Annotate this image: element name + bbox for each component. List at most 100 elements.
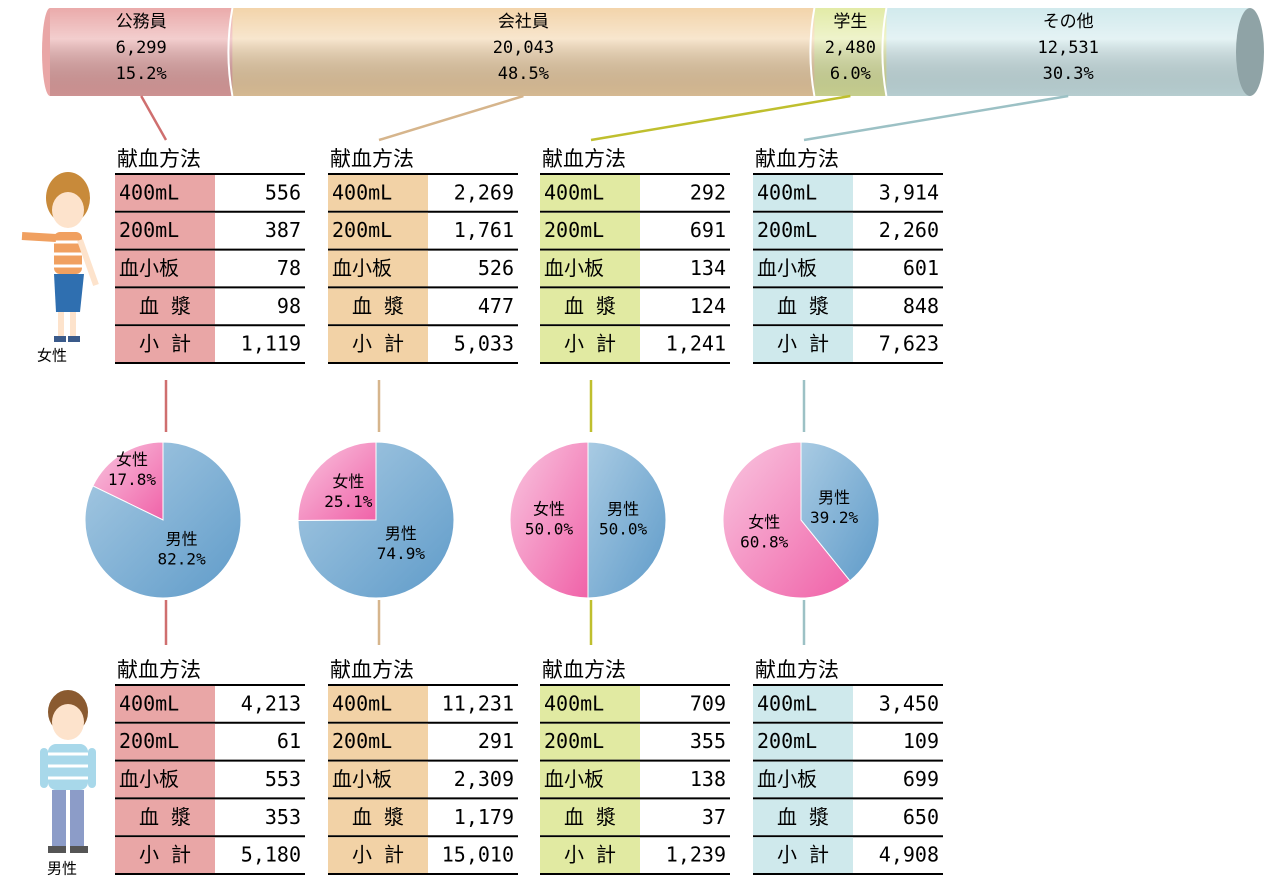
pie-male-share: 82.2%	[158, 549, 207, 568]
cell-value: 5,033	[454, 332, 514, 356]
row-label: 小 計	[352, 843, 404, 867]
segment-name: その他	[1043, 12, 1094, 32]
cell-value: 2,260	[879, 218, 939, 242]
cell-value: 3,914	[879, 180, 939, 204]
connector	[591, 96, 850, 140]
cell-value: 1,119	[241, 332, 301, 356]
table-title: 献血方法	[542, 658, 626, 682]
row-label: 200mL	[544, 218, 604, 242]
cell-value: 37	[702, 805, 726, 829]
segment-count: 6,299	[116, 38, 167, 58]
row-label: 小 計	[352, 332, 404, 356]
row-label: 血小板	[544, 767, 604, 791]
segment-share: 30.3%	[1043, 64, 1094, 84]
connector	[141, 96, 166, 140]
row-label: 400mL	[544, 180, 604, 204]
segment-count: 20,043	[493, 38, 554, 58]
cell-value: 98	[277, 294, 301, 318]
row-label: 200mL	[757, 729, 817, 753]
row-label: 200mL	[119, 729, 179, 753]
row-label: 血小板	[757, 256, 817, 280]
segment-share: 6.0%	[830, 64, 871, 84]
cell-value: 848	[903, 294, 939, 318]
cell-value: 3,450	[879, 691, 939, 715]
pie-male-name: 男性	[166, 529, 198, 548]
cell-value: 11,231	[442, 691, 514, 715]
pie-male-name: 男性	[385, 524, 417, 543]
table-title: 献血方法	[117, 658, 201, 682]
cell-value: 387	[265, 218, 301, 242]
cell-value: 124	[690, 294, 726, 318]
row-label: 血 漿	[564, 294, 616, 318]
pie-male-share: 50.0%	[599, 520, 648, 539]
cell-value: 61	[277, 729, 301, 753]
segment-count: 2,480	[825, 38, 876, 58]
pie-female-share: 60.8%	[740, 532, 789, 551]
infographic: 女性 男性 公務員6,29915.2%会社員20,04348.5%学生2,480…	[0, 0, 1267, 879]
row-label: 小 計	[564, 843, 616, 867]
cell-value: 1,239	[666, 843, 726, 867]
cell-value: 699	[903, 767, 939, 791]
pie-female-share: 25.1%	[324, 492, 373, 511]
pie-female-name: 女性	[332, 472, 364, 491]
row-label: 血小板	[332, 256, 392, 280]
row-label: 400mL	[757, 691, 817, 715]
cell-value: 2,269	[454, 180, 514, 204]
row-label: 血 漿	[352, 294, 404, 318]
row-label: 血 漿	[777, 294, 829, 318]
cell-value: 5,180	[241, 843, 301, 867]
pie-male-name: 男性	[818, 488, 850, 507]
pie-male-name: 男性	[607, 500, 639, 519]
row-label: 小 計	[777, 332, 829, 356]
cell-value: 691	[690, 218, 726, 242]
row-label: 400mL	[332, 691, 392, 715]
cell-value: 291	[478, 729, 514, 753]
row-label: 200mL	[332, 218, 392, 242]
row-label: 200mL	[544, 729, 604, 753]
row-label: 血小板	[757, 767, 817, 791]
segment-share: 15.2%	[116, 64, 167, 84]
segment-count: 12,531	[1037, 38, 1098, 58]
cell-value: 709	[690, 691, 726, 715]
row-label: 400mL	[544, 691, 604, 715]
row-label: 200mL	[332, 729, 392, 753]
table-title: 献血方法	[330, 658, 414, 682]
row-label: 血 漿	[564, 805, 616, 829]
bar-end	[1236, 8, 1264, 96]
segment-share: 48.5%	[498, 64, 549, 84]
cell-value: 1,241	[666, 332, 726, 356]
female-label: 女性	[37, 347, 67, 365]
cell-value: 292	[690, 180, 726, 204]
pie-male-share: 39.2%	[810, 508, 859, 527]
cell-value: 601	[903, 256, 939, 280]
row-label: 血 漿	[352, 805, 404, 829]
row-label: 小 計	[139, 332, 191, 356]
row-label: 小 計	[139, 843, 191, 867]
cell-value: 1,761	[454, 218, 514, 242]
cell-value: 353	[265, 805, 301, 829]
row-label: 血 漿	[139, 805, 191, 829]
cell-value: 1,179	[454, 805, 514, 829]
connector	[379, 96, 523, 140]
pie-female-name: 女性	[116, 450, 148, 469]
cell-value: 650	[903, 805, 939, 829]
pie-female-name: 女性	[748, 512, 780, 531]
cell-value: 553	[265, 767, 301, 791]
row-label: 血小板	[332, 767, 392, 791]
cell-value: 477	[478, 294, 514, 318]
cell-value: 109	[903, 729, 939, 753]
row-label: 小 計	[564, 332, 616, 356]
female-figure	[22, 172, 96, 342]
male-label: 男性	[47, 860, 77, 878]
cell-value: 355	[690, 729, 726, 753]
segment-name: 会社員	[498, 12, 549, 32]
row-label: 小 計	[777, 843, 829, 867]
cell-value: 526	[478, 256, 514, 280]
row-label: 血 漿	[777, 805, 829, 829]
cell-value: 4,213	[241, 691, 301, 715]
cell-value: 138	[690, 767, 726, 791]
pie-female-share: 17.8%	[108, 470, 157, 489]
cell-value: 78	[277, 256, 301, 280]
cell-value: 7,623	[879, 332, 939, 356]
pie-male-share: 74.9%	[377, 544, 426, 563]
